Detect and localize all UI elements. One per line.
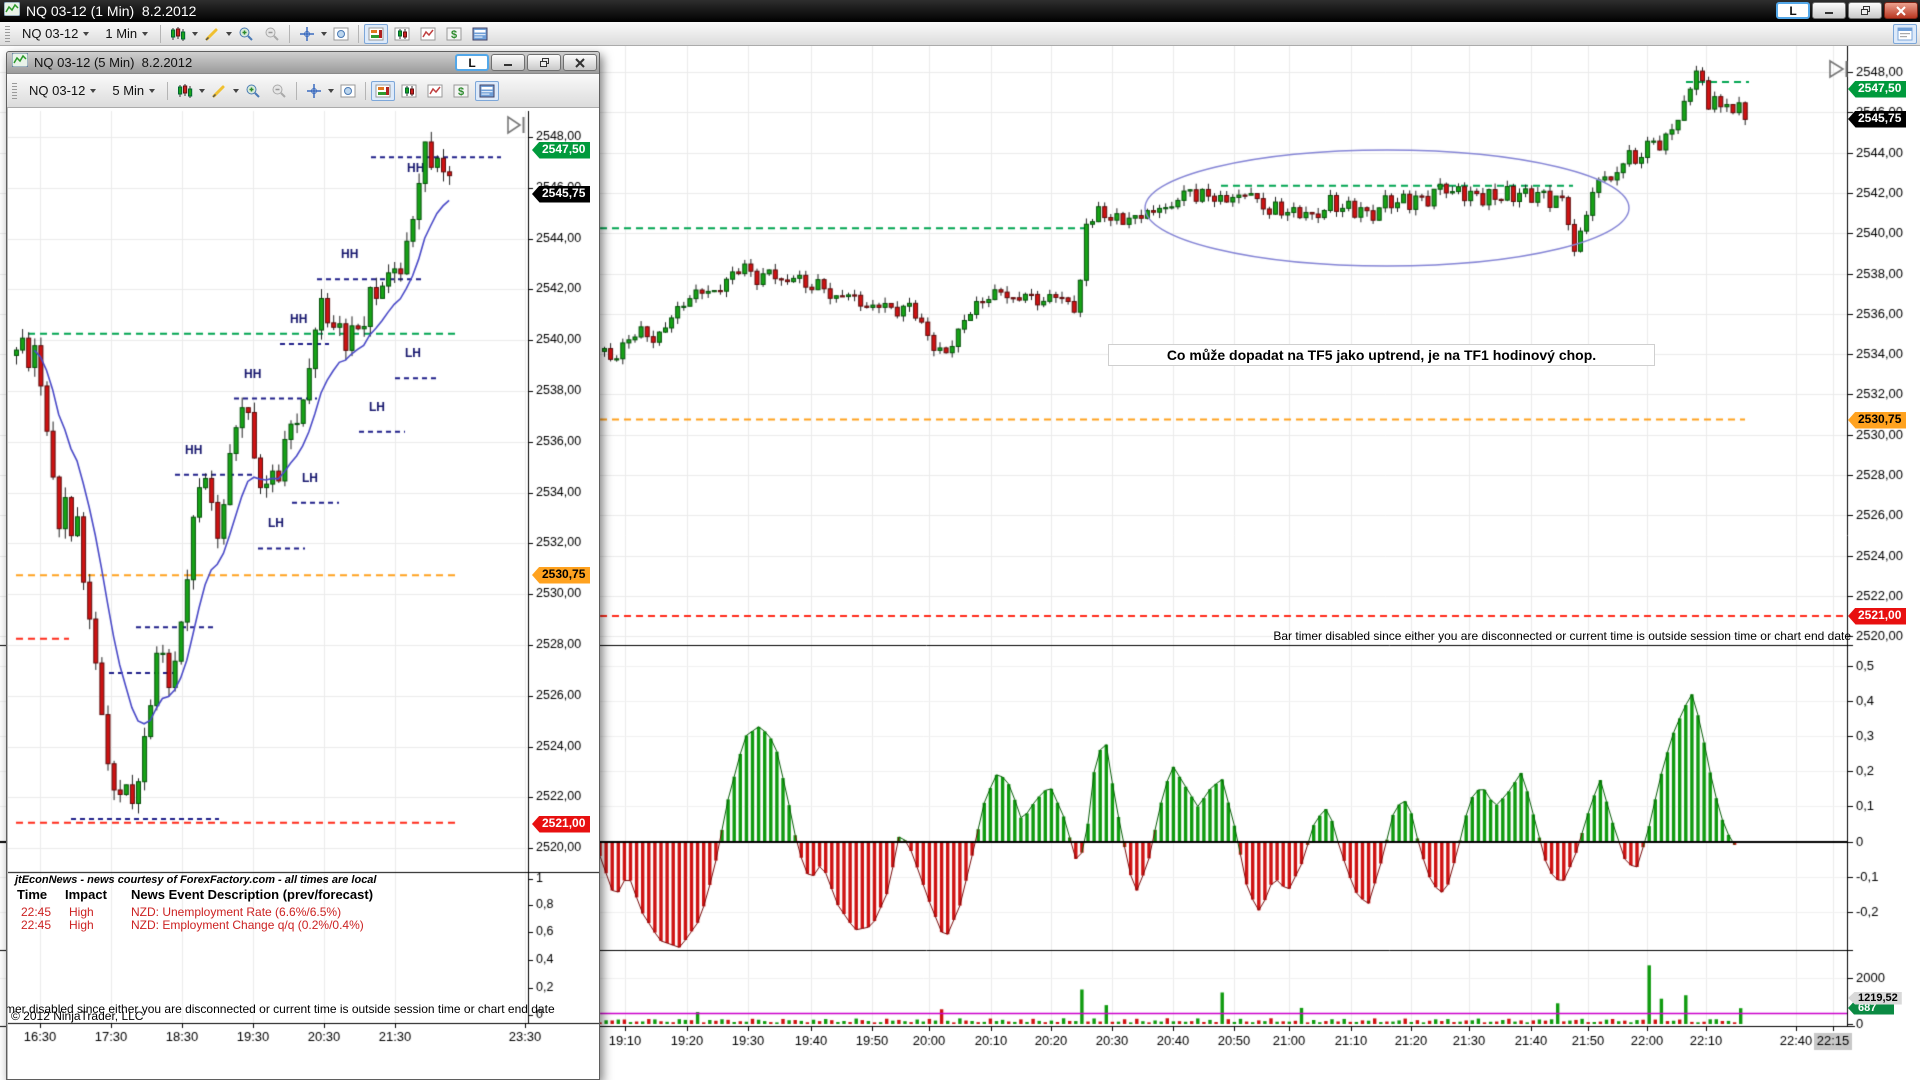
news-row-desc: NZD: Unemployment Rate (6.6%/6.5%) (131, 905, 342, 919)
chart-style-button[interactable] (166, 24, 190, 44)
chevron-down-icon[interactable] (233, 88, 240, 93)
zoom-out-button[interactable] (260, 24, 284, 44)
data-series-button[interactable] (364, 23, 389, 44)
news-row-desc: NZD: Employment Change q/q (0.2%/0.4%) (131, 918, 364, 932)
price-tag: 2545,75 (532, 185, 590, 203)
news-panel-button[interactable] (475, 80, 500, 101)
toolbar-separator (365, 81, 367, 100)
chart-text-annotation[interactable]: Co může dopadat na TF5 jako uptrend, je … (1108, 344, 1655, 366)
news-source-header: jtEconNews - news courtesy of ForexFacto… (15, 874, 377, 886)
close-button[interactable] (563, 54, 597, 71)
svg-text:$: $ (451, 29, 457, 41)
data-series-button[interactable] (371, 80, 396, 101)
strategies-button[interactable]: $ (442, 24, 466, 44)
crosshair-button[interactable] (302, 81, 326, 101)
news-row-impact: High (69, 918, 94, 932)
toolbar-separator (167, 81, 169, 100)
zoom-in-button[interactable] (234, 24, 258, 44)
chevron-down-icon[interactable] (192, 31, 199, 36)
instrument-selector[interactable]: NQ 03-12 (22, 80, 103, 101)
news-panel: jtEconNews - news courtesy of ForexFacto… (7, 872, 527, 962)
draw-tool-button[interactable] (200, 24, 224, 44)
instrument-selector[interactable]: NQ 03-12 (15, 23, 96, 44)
svg-text:$: $ (458, 86, 464, 98)
price-tag: 2547,50 (532, 141, 590, 159)
minimize-button[interactable] (1812, 2, 1846, 19)
price-tag: 2521,00 (532, 815, 590, 833)
bar-timer-message: timer disabled since either you are disc… (6, 1002, 555, 1016)
price-tag: 2521,00 (1848, 607, 1906, 625)
price-tag: 2530,75 (1848, 411, 1906, 429)
interval-selector[interactable]: 5 Min (105, 80, 162, 101)
close-button[interactable] (1884, 2, 1918, 19)
toolbar-grip[interactable] (12, 82, 17, 99)
chevron-down-icon[interactable] (199, 88, 206, 93)
price-tag: 1219,52 (1848, 991, 1902, 1005)
tf5-toolbar: NQ 03-12 5 Min $ (7, 74, 599, 108)
properties-button[interactable] (1893, 23, 1917, 44)
price-tag: 2547,50 (1848, 80, 1906, 98)
price-tag: 2545,75 (1848, 110, 1906, 128)
toolbar-separator (160, 24, 162, 43)
chevron-down-icon[interactable] (328, 88, 335, 93)
toolbar-separator (296, 81, 298, 100)
chart-window-icon (11, 52, 29, 72)
zoom-window-button[interactable] (336, 81, 360, 101)
tf5-chart-window[interactable]: NQ 03-12 (5 Min) 8.2.2012 L NQ 03-12 5 M… (6, 51, 600, 1080)
toolbar-separator (289, 24, 291, 43)
minimize-button[interactable] (491, 54, 525, 71)
chevron-down-icon (142, 31, 149, 36)
tf5-window-title: NQ 03-12 (5 Min) 8.2.2012 (34, 55, 193, 70)
crosshair-button[interactable] (295, 24, 319, 44)
price-tag: 687 (1848, 1001, 1894, 1015)
zoom-out-button[interactable] (267, 81, 291, 101)
restore-button[interactable] (527, 54, 561, 71)
chevron-down-icon[interactable] (321, 31, 328, 36)
tf1-window-title: NQ 03-12 (1 Min) 8.2.2012 (26, 3, 197, 19)
chevron-down-icon (83, 31, 90, 36)
news-col-impact: Impact (65, 887, 107, 902)
indicators-button[interactable] (416, 24, 440, 44)
news-col-desc: News Event Description (prev/forecast) (131, 887, 374, 902)
zoom-window-button[interactable] (329, 24, 353, 44)
zoom-in-button[interactable] (241, 81, 265, 101)
news-panel-button[interactable] (468, 24, 492, 44)
toolbar-separator (358, 24, 360, 43)
copyright-text: © 2012 NinjaTrader, LLC (11, 1009, 144, 1023)
indicators-button[interactable] (423, 81, 447, 101)
chevron-down-icon[interactable] (226, 31, 233, 36)
tf5-window-titlebar[interactable]: NQ 03-12 (5 Min) 8.2.2012 L (7, 52, 599, 74)
tf1-toolbar: NQ 03-12 1 Min $ (0, 22, 1920, 46)
chevron-down-icon (90, 88, 97, 93)
strategies-button[interactable]: $ (449, 81, 473, 101)
news-row-time: 22:45 (21, 905, 52, 919)
link-button[interactable]: L (1776, 2, 1810, 19)
interval-selector[interactable]: 1 Min (98, 23, 155, 44)
chart-type-button[interactable] (397, 81, 421, 101)
bar-timer-message: Bar timer disabled since either you are … (1273, 629, 1851, 643)
chart-type-button[interactable] (390, 24, 414, 44)
price-tag: 2530,75 (532, 566, 590, 584)
chart-window-icon (3, 1, 21, 21)
restore-button[interactable] (1848, 2, 1882, 19)
chart-style-button[interactable] (173, 81, 197, 101)
news-row-time: 22:45 (21, 918, 52, 932)
tf5-chart-plot[interactable] (8, 108, 599, 1079)
link-button[interactable]: L (455, 54, 489, 71)
news-row-impact: High (69, 905, 94, 919)
tf1-window-titlebar[interactable]: NQ 03-12 (1 Min) 8.2.2012 L (0, 0, 1920, 22)
draw-tool-button[interactable] (207, 81, 231, 101)
chevron-down-icon (149, 88, 156, 93)
toolbar-grip[interactable] (5, 25, 10, 42)
news-col-time: Time (17, 887, 48, 902)
